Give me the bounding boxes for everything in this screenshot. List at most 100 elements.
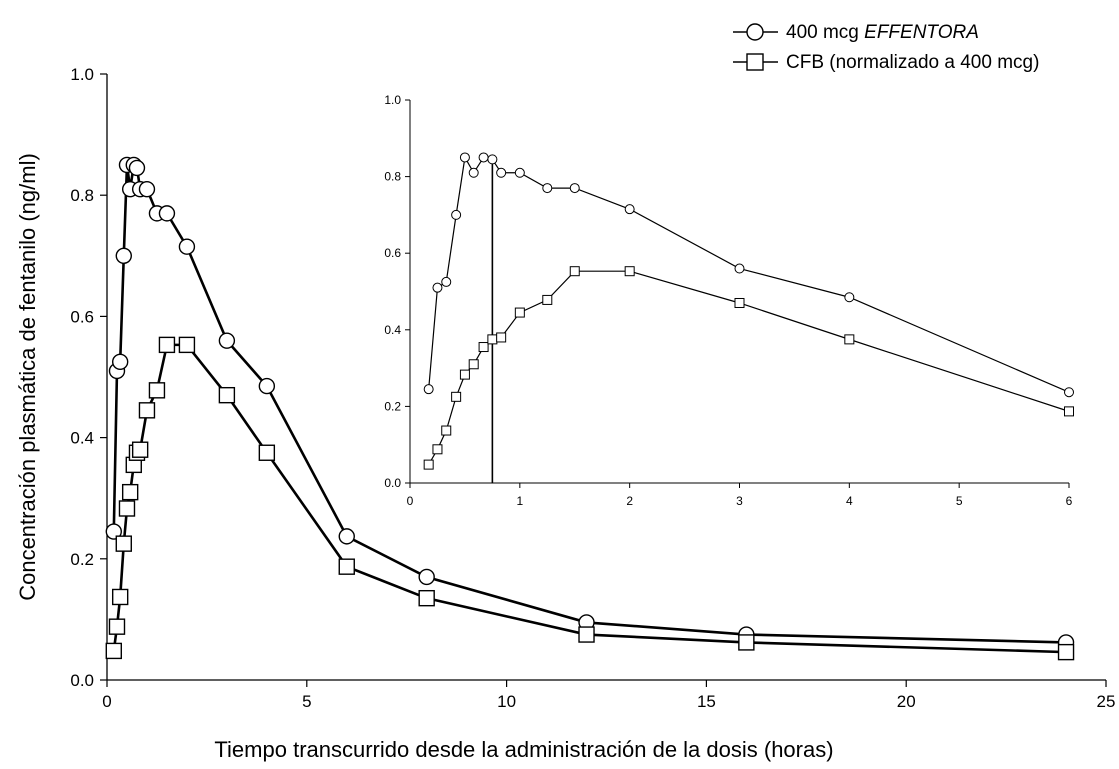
inset-y-tick-label: 0.2	[384, 399, 401, 413]
main-point-cfb	[1057, 643, 1075, 661]
inset-point-cfb	[844, 334, 855, 345]
main-point-effentora	[128, 159, 146, 177]
main-point-cfb	[148, 382, 166, 399]
main-point-cfb	[118, 500, 136, 517]
legend-label-cfb: CFB (normalizado a 400 mcg)	[786, 52, 1039, 73]
main-x-tick-label: 5	[302, 692, 311, 711]
main-point-effentora	[418, 568, 435, 586]
inset-point-cfb	[441, 425, 452, 436]
inset-point-cfb	[468, 359, 479, 370]
main-point-effentora	[111, 353, 129, 371]
inset-point-effentora	[423, 384, 434, 395]
inset-point-cfb	[624, 266, 635, 277]
main-point-effentora	[258, 377, 276, 395]
main-point-cfb	[158, 336, 176, 354]
main-y-tick-label: 0.8	[70, 186, 94, 205]
main-point-effentora	[138, 180, 156, 198]
inset-point-effentora	[542, 183, 553, 194]
inset-series-line-cfb	[428, 270, 1070, 465]
inset-point-effentora	[496, 167, 507, 178]
inset-point-cfb	[423, 459, 434, 470]
inset-y-tick-label: 0.8	[384, 170, 401, 184]
inset-point-cfb	[432, 444, 443, 455]
legend-label-dose: 400 mcg	[786, 22, 859, 43]
inset-point-cfb	[487, 334, 498, 345]
main-point-effentora	[338, 528, 355, 545]
inset-x-tick-label: 5	[956, 494, 963, 508]
main-x-tick-label: 20	[897, 692, 916, 711]
inset-point-effentora	[844, 292, 855, 303]
inset-point-effentora	[432, 282, 443, 293]
inset-x-tick-label: 1	[516, 494, 523, 508]
main-y-tick-label: 0.6	[70, 307, 94, 326]
inset-x-tick-label: 0	[407, 494, 414, 508]
inset-point-effentora	[478, 152, 489, 163]
legend-square-marker	[746, 53, 764, 71]
main-point-effentora	[105, 523, 122, 540]
main-x-ticks: 0 5 10 15 20 25	[102, 680, 1115, 711]
legend: 400 mcg EFFENTORA CFB (normalizado a 400…	[733, 22, 1039, 73]
main-x-tick-label: 25	[1097, 692, 1116, 711]
legend-item-cfb: CFB (normalizado a 400 mcg)	[733, 52, 1039, 73]
main-y-tick-label: 0.2	[70, 550, 94, 569]
main-point-cfb	[131, 441, 149, 458]
inset-y-tick-label: 1.0	[384, 93, 401, 107]
inset-point-cfb	[451, 391, 462, 402]
main-point-effentora	[218, 332, 236, 349]
main-point-cfb	[115, 535, 132, 552]
main-point-cfb	[178, 336, 196, 354]
main-y-tick-label: 0.4	[70, 429, 94, 448]
inset-x-tick-label: 4	[846, 494, 853, 508]
main-point-cfb	[111, 588, 129, 606]
inset-series-line-effentora	[428, 155, 1070, 393]
main-y-ticks: 0.0 0.2 0.4 0.6 0.8 1.0	[70, 65, 107, 690]
inset-axes: 0 1 2 3 4 5 6 0.0 0.2 0.4 0.6 0.8 1.0	[384, 93, 1072, 508]
main-point-cfb	[138, 402, 156, 419]
inset-point-effentora	[514, 167, 525, 178]
inset-point-cfb	[514, 307, 525, 318]
legend-label-effentora: 400 mcg EFFENTORA	[786, 22, 979, 43]
legend-label-brand: EFFENTORA	[864, 22, 979, 43]
inset-point-effentora	[569, 183, 580, 194]
inset-series-group	[423, 152, 1074, 483]
inset-point-cfb	[734, 297, 745, 308]
main-point-cfb	[338, 558, 355, 575]
main-x-tick-label: 0	[102, 692, 111, 711]
main-point-effentora	[178, 238, 196, 255]
main-point-cfb	[121, 483, 139, 501]
inset-point-cfb	[478, 342, 489, 353]
inset-point-effentora	[624, 204, 635, 215]
inset-y-tick-label: 0.4	[384, 323, 401, 337]
main-y-tick-label: 0.0	[70, 671, 94, 690]
main-x-tick-label: 15	[697, 692, 716, 711]
main-point-effentora	[115, 247, 132, 265]
inset-point-effentora	[468, 167, 479, 178]
main-series-line-cfb	[112, 343, 1067, 654]
inset-x-tick-label: 2	[626, 494, 633, 508]
inset-point-cfb	[1064, 406, 1074, 417]
main-series-line-effentora	[112, 162, 1067, 644]
x-axis-title: Tiempo transcurrido desde la administrac…	[214, 737, 833, 762]
inset-x-tick-label: 3	[736, 494, 743, 508]
inset-point-effentora	[487, 154, 498, 165]
main-y-tick-label: 1.0	[70, 65, 94, 84]
inset-y-tick-label: 0.6	[384, 246, 401, 260]
inset-point-effentora	[734, 263, 745, 274]
main-point-cfb	[105, 642, 122, 660]
main-series-group	[105, 156, 1075, 661]
main-point-cfb	[218, 386, 236, 404]
inset-point-cfb	[496, 332, 507, 343]
inset-point-cfb	[542, 294, 553, 305]
inset-y-tick-label: 0.0	[384, 476, 401, 490]
legend-circle-marker	[746, 23, 764, 41]
inset-point-cfb	[459, 369, 470, 380]
inset-point-effentora	[1064, 387, 1074, 398]
inset-point-effentora	[459, 152, 470, 163]
inset-x-tick-label: 6	[1066, 494, 1073, 508]
inset-point-effentora	[441, 276, 452, 287]
main-point-cfb	[258, 444, 276, 461]
main-point-effentora	[158, 205, 176, 222]
main-point-cfb	[578, 626, 595, 643]
inset-y-ticks: 0.0 0.2 0.4 0.6 0.8 1.0	[384, 93, 410, 490]
